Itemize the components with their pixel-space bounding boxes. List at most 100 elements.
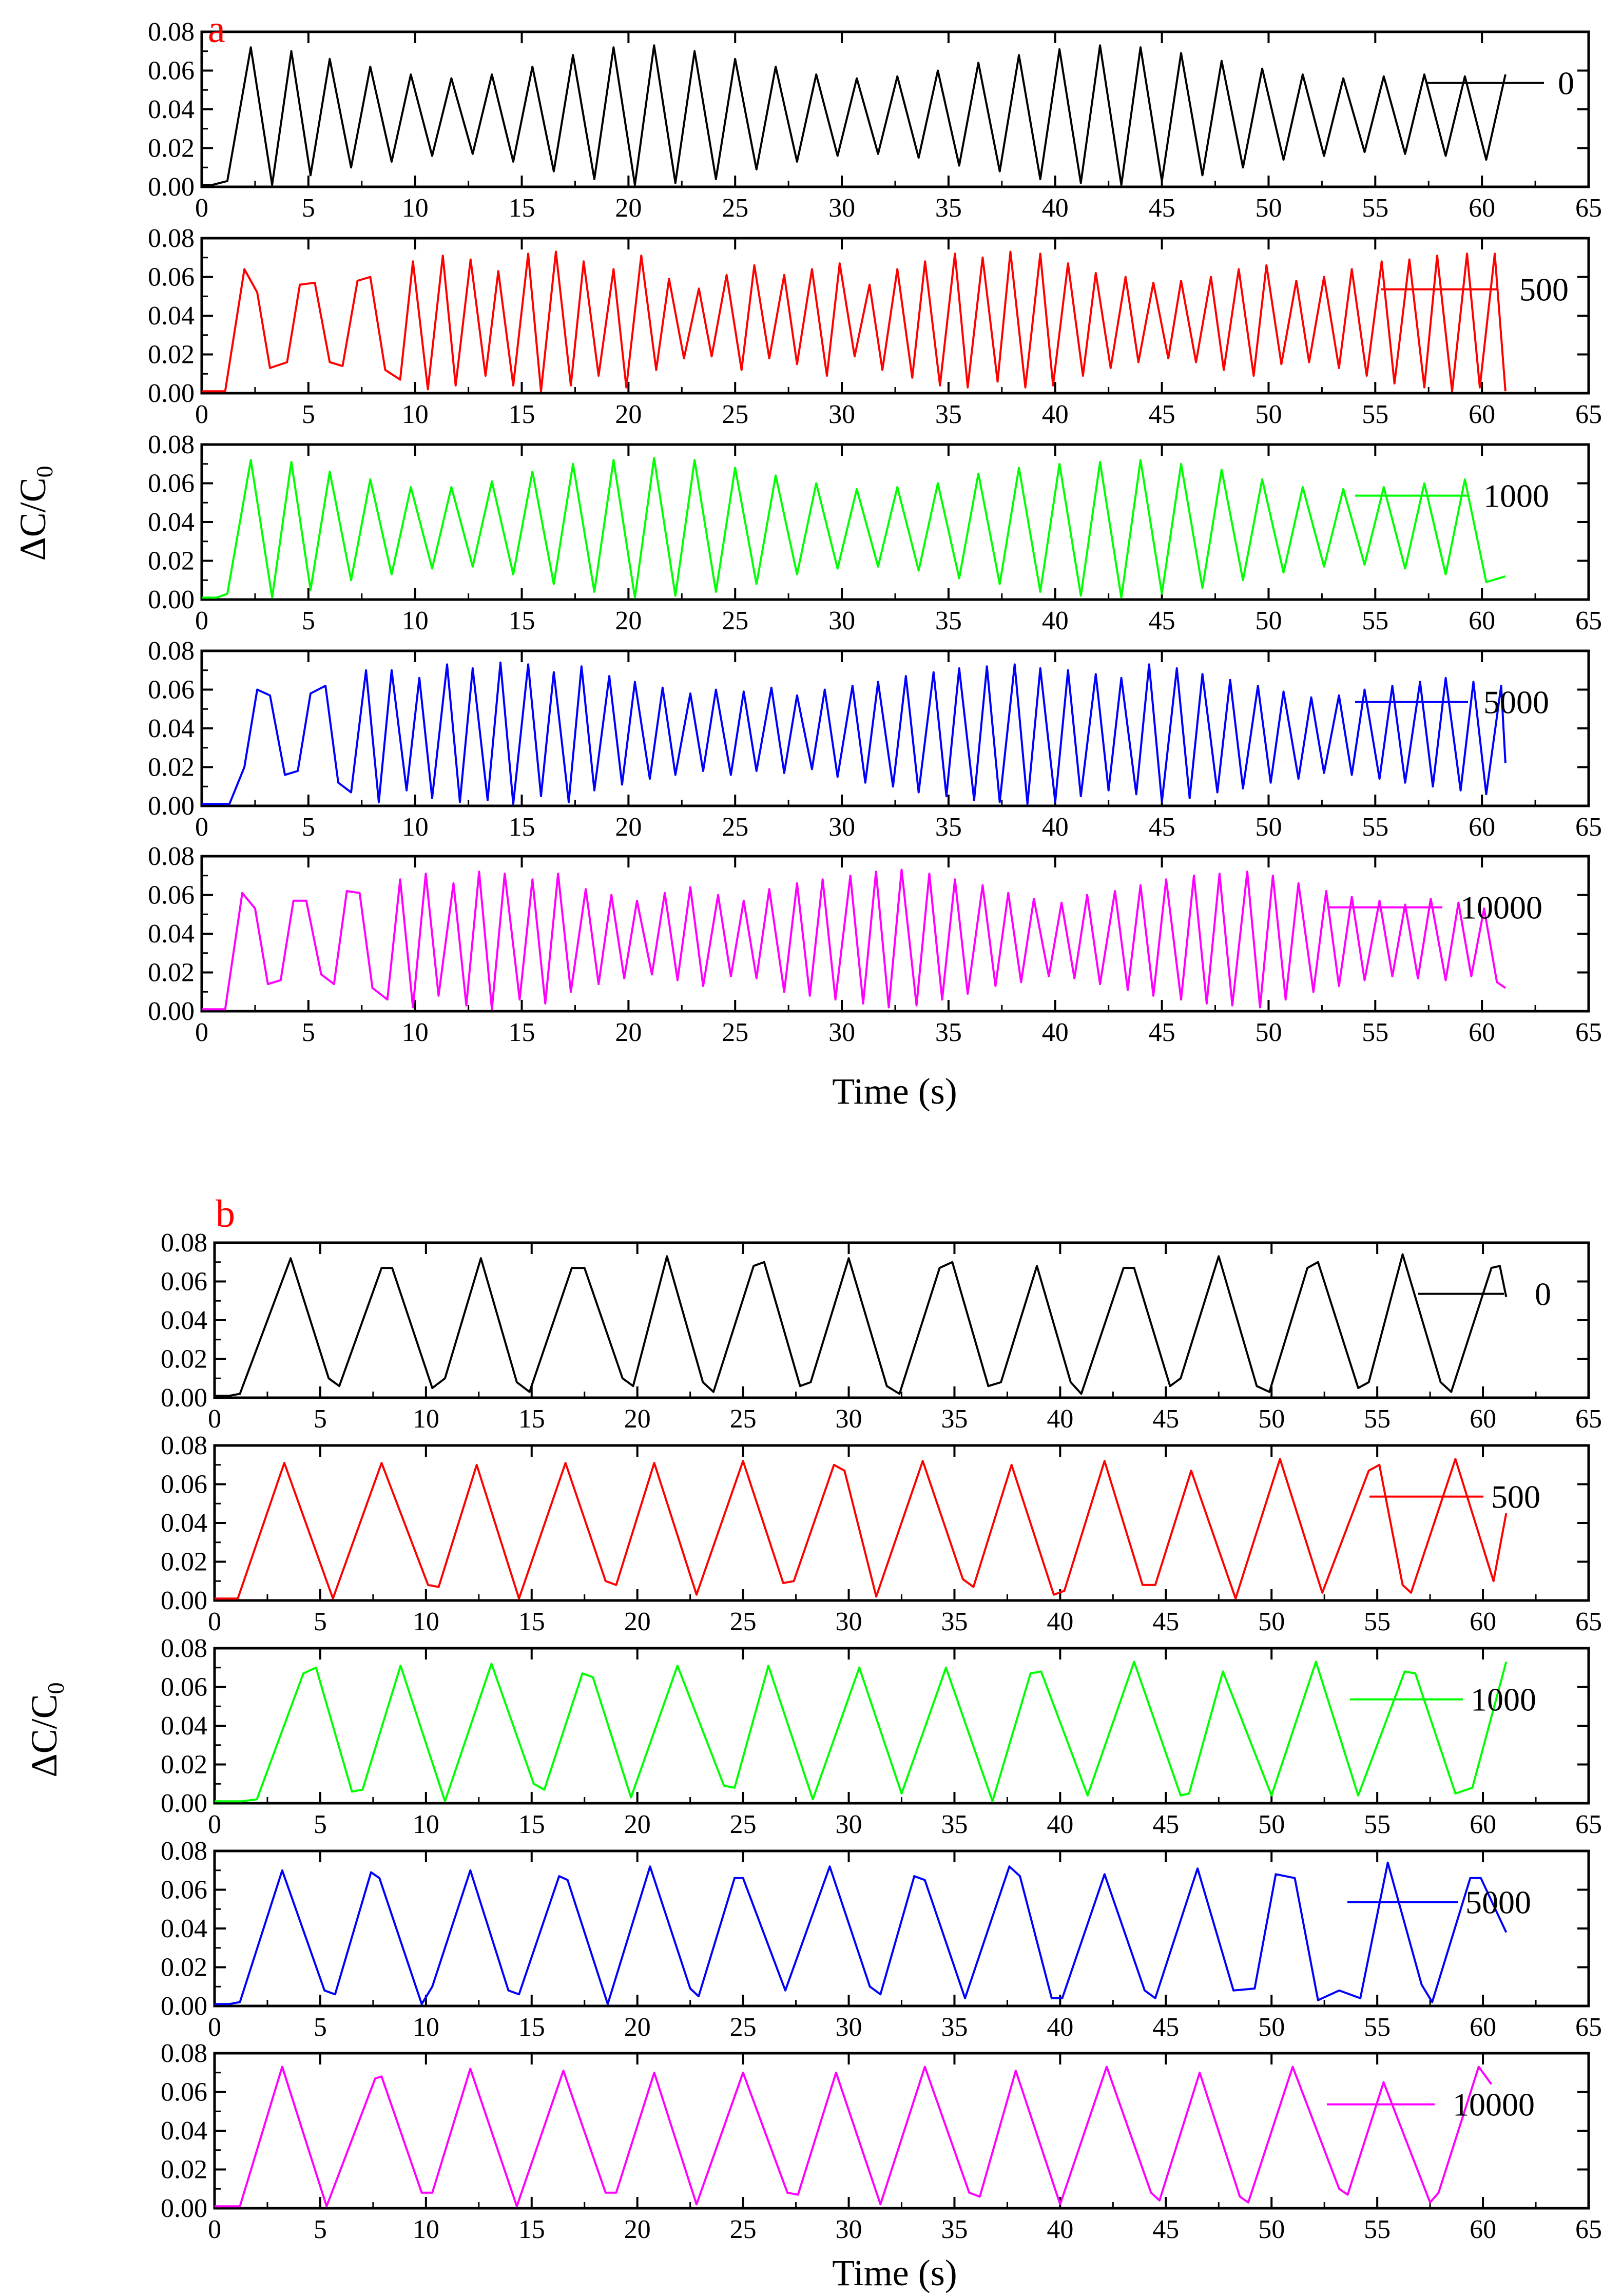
x-tick-label: 30 — [836, 1810, 862, 1839]
x-tick-label: 15 — [509, 1018, 535, 1047]
x-tick-label: 50 — [1258, 1404, 1285, 1434]
y-tick-label: 0.08 — [148, 430, 195, 459]
subplot-a-2: 0.00 0.02 0.04 0.06 0.08 0 5 10 15 20 25 30 35 40 45 50… — [148, 430, 1602, 635]
x-tick-label: 0 — [195, 194, 208, 223]
y-tick-label: 0.06 — [148, 263, 195, 292]
x-tick-label: 20 — [615, 1018, 642, 1047]
y-tick-label: 0.06 — [148, 469, 195, 498]
x-tick-label: 10 — [402, 400, 429, 429]
series-line-500 — [202, 250, 1507, 393]
x-tick-label: 55 — [1362, 813, 1388, 842]
y-tick-label: 0.02 — [161, 1548, 207, 1577]
subplot-a-3: 0.00 0.02 0.04 0.06 0.08 0 5 10 15 20 25 30 35 40 45 50… — [148, 636, 1602, 842]
x-tick-label: 5 — [302, 400, 315, 429]
x-tick-label: 30 — [828, 1018, 855, 1047]
y-tick-label: 0.08 — [148, 842, 195, 871]
legend-label: 500 — [1491, 1479, 1540, 1515]
y-axis-title-subscript: 0 — [31, 466, 57, 477]
x-tick-label: 20 — [615, 400, 642, 429]
x-tick-label: 65 — [1575, 2215, 1602, 2244]
legend-label: 500 — [1519, 272, 1569, 308]
y-tick-label: 0.02 — [161, 1750, 207, 1780]
x-tick-label: 55 — [1362, 1018, 1388, 1047]
x-tick-label: 15 — [518, 1404, 545, 1434]
subplot-a-0: 0.00 0.02 0.04 0.06 0.08 0 5 10 15 20 25 30 35 40 45 50… — [148, 17, 1602, 223]
plot-frame — [213, 1849, 1590, 2008]
panel-a-y-axis-title: ΔC/C0 — [12, 466, 57, 561]
x-tick-label: 35 — [941, 2215, 968, 2244]
x-tick-label: 20 — [624, 1810, 651, 1839]
x-tick-label: 40 — [1042, 606, 1069, 635]
x-tick-label: 40 — [1042, 400, 1069, 429]
x-tick-label: 35 — [941, 2013, 968, 2042]
subplot-b-0: 0.00 0.02 0.04 0.06 0.08 0 5 10 15 20 25 30 35 40 45 50… — [161, 1228, 1602, 1434]
panel-a-x-axis-title: Time (s) — [832, 1071, 957, 1112]
y-axis-title-main: ΔC/C — [12, 477, 53, 561]
x-tick-label: 35 — [941, 1607, 968, 1636]
x-tick-label: 55 — [1364, 1810, 1391, 1839]
y-tick-label: 0.00 — [161, 1789, 207, 1818]
series-line-10000 — [202, 869, 1507, 1011]
x-tick-label: 25 — [722, 400, 748, 429]
x-tick-label: 25 — [722, 606, 748, 635]
y-tick-label: 0.00 — [161, 1383, 207, 1413]
x-tick-label: 15 — [518, 2215, 545, 2244]
x-tick-label: 25 — [722, 194, 748, 223]
y-tick-label: 0.04 — [148, 508, 195, 537]
plot-frame — [200, 237, 1590, 395]
x-tick-label: 60 — [1470, 1404, 1496, 1434]
y-tick-label: 0.00 — [148, 997, 195, 1026]
x-tick-label: 50 — [1255, 194, 1282, 223]
x-tick-label: 30 — [836, 1404, 862, 1434]
y-tick-label: 0.08 — [148, 636, 195, 666]
x-tick-label: 45 — [1149, 606, 1175, 635]
x-tick-label: 5 — [302, 1018, 315, 1047]
y-axis-title-subscript: 0 — [43, 1682, 69, 1694]
y-tick-label: 0.02 — [148, 547, 195, 576]
x-tick-label: 55 — [1364, 2013, 1391, 2042]
x-tick-label: 60 — [1470, 2215, 1496, 2244]
x-tick-label: 50 — [1255, 1018, 1282, 1047]
y-tick-label: 0.02 — [148, 753, 195, 782]
x-tick-label: 45 — [1152, 1607, 1179, 1636]
x-tick-label: 25 — [730, 1404, 757, 1434]
legend-label: 0 — [1535, 1276, 1551, 1313]
y-tick-label: 0.00 — [161, 1992, 207, 2021]
y-tick-label: 0.00 — [148, 792, 195, 821]
x-tick-label: 45 — [1152, 2013, 1179, 2042]
x-tick-label: 10 — [413, 2215, 439, 2244]
x-tick-label: 45 — [1149, 813, 1175, 842]
subplot-b-2: 0.00 0.02 0.04 0.06 0.08 0 5 10 15 20 25 30 35 40 45 50… — [161, 1634, 1602, 1839]
x-tick-label: 35 — [935, 1018, 962, 1047]
x-tick-label: 20 — [615, 813, 642, 842]
x-tick-label: 65 — [1575, 1018, 1602, 1047]
plot-frame — [200, 443, 1590, 601]
y-tick-label: 0.08 — [161, 1431, 207, 1460]
plot-frame — [213, 2052, 1590, 2210]
x-tick-label: 0 — [195, 813, 208, 842]
x-tick-label: 15 — [509, 606, 535, 635]
y-tick-label: 0.06 — [148, 676, 195, 705]
x-tick-label: 60 — [1470, 2013, 1496, 2042]
y-tick-label: 0.00 — [148, 379, 195, 408]
x-tick-label: 65 — [1575, 813, 1602, 842]
y-tick-label: 0.02 — [148, 958, 195, 988]
x-tick-label: 0 — [208, 1810, 221, 1839]
x-tick-label: 55 — [1362, 400, 1388, 429]
x-tick-label: 50 — [1258, 1810, 1285, 1839]
x-tick-label: 25 — [730, 2013, 757, 2042]
x-tick-label: 65 — [1575, 1404, 1602, 1434]
x-tick-label: 30 — [828, 606, 855, 635]
y-tick-label: 0.04 — [161, 2116, 207, 2146]
x-tick-label: 30 — [828, 400, 855, 429]
x-tick-label: 0 — [208, 2013, 221, 2042]
x-tick-label: 5 — [314, 1810, 327, 1839]
y-tick-label: 0.08 — [161, 1837, 207, 1866]
series-line-0 — [215, 1253, 1508, 1397]
x-tick-label: 0 — [195, 606, 208, 635]
x-tick-label: 40 — [1042, 194, 1069, 223]
x-tick-label: 40 — [1047, 1404, 1073, 1434]
y-tick-label: 0.04 — [148, 714, 195, 743]
x-tick-label: 25 — [730, 1607, 757, 1636]
